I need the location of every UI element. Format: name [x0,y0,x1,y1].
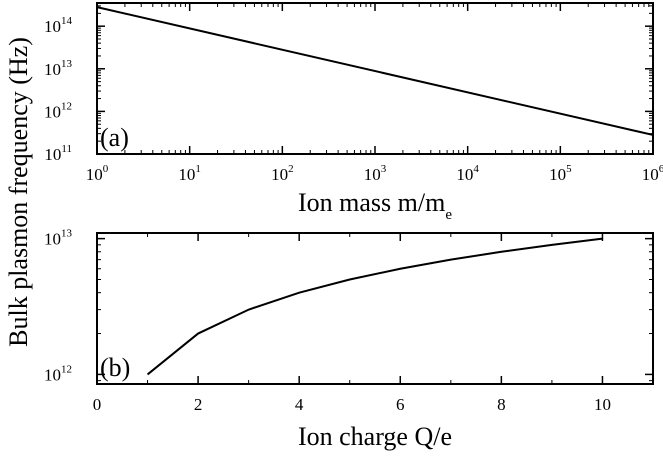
panel-b-x-tick-label: 10 [594,395,611,414]
panel-a-x-tick-label-base: 10 [642,165,659,184]
panel-b-x-tick-labels: 0 2 4 6 8 10 [93,395,611,414]
panel-b-y-tick-label-exp: 13 [61,228,73,240]
panel-a-x-tick-label-exp: 6 [659,163,663,175]
panel-a-y-tick-label-exp: 11 [61,143,72,155]
panel-a-x-tick-label: 105 [549,163,572,184]
panel-b-y-tick-label-base: 10 [44,230,61,249]
panel-a-x-tick-label-exp: 3 [381,163,387,175]
panel-a-series [96,6,654,136]
panel-a-x-tick-label-base: 10 [178,165,195,184]
panel-b-x-tick-label: 0 [93,395,102,414]
panel-a-x-tick-label-base: 10 [549,165,566,184]
panel-a-y-tick-label-exp: 12 [61,100,72,112]
panel-b-y-tick-label-base: 10 [44,365,61,384]
panel-a-y-tick-label-base: 10 [44,102,61,121]
panel-a-x-tick-label: 104 [456,163,479,184]
panel-b-x-tick-label: 4 [295,395,304,414]
panel-b-x-tick-label: 2 [194,395,203,414]
panel-b-x-tick-label: 6 [396,395,405,414]
panel-a-y-tick-label: 1014 [44,15,73,36]
panel-b-x-tick-label: 8 [497,395,506,414]
panel-a-y-tick-label: 1012 [44,100,72,121]
panel-a-x-axis-title-sub: e [445,207,452,223]
panel-a-y-tick-label-base: 10 [44,17,61,36]
panel-a-x-tick-label: 100 [86,163,109,184]
panel-a-x-tick-label-base: 10 [364,165,381,184]
panel-a-x-tick-label-exp: 2 [288,163,294,175]
panel-b-series-line [146,237,603,376]
panel-a-x-tick-label-base: 10 [86,165,103,184]
panel-a-x-tick-label-exp: 0 [103,163,109,175]
panel-a-y-tick-label: 1011 [44,143,72,164]
panel-a-x-axis-title-main: Ion mass m/m [298,188,445,217]
panel-a-y-tick-label-base: 10 [44,145,61,164]
panel-a-x-axis-title: Ion mass m/me [298,188,452,223]
panel-a-x-tick-label: 101 [178,163,201,184]
panel-a-x-tick-label-base: 10 [456,165,473,184]
panel-b-y-tick-label: 1013 [44,228,73,249]
panel-b-frame [96,232,654,385]
panel-a-y-tick-label: 1013 [44,58,73,79]
panel-b-series [146,237,603,376]
panel-a-label: (a) [100,123,129,152]
panel-a-x-tick-label-exp: 5 [566,163,572,175]
y-axis-label: Bulk plasmon frequency (Hz) [4,37,33,347]
panel-b-x-axis-title: Ion charge Q/e [298,422,452,451]
panel-a-y-tick-label-base: 10 [44,60,61,79]
panel-a-series-line [96,6,654,136]
panel-a-x-tick-label-exp: 1 [195,163,201,175]
panel-b-ticks [96,233,653,384]
panel-a-x-tick-label: 102 [271,163,294,184]
panel-b-y-tick-label-exp: 12 [61,363,72,375]
panel-a-y-tick-label-exp: 13 [61,58,73,70]
panel-a-x-tick-label: 106 [642,163,663,184]
panel-a-x-tick-label: 103 [364,163,387,184]
panel-b-label: (b) [100,353,130,382]
panel-a-y-tick-label-exp: 14 [61,15,73,27]
panel-a-x-tick-labels: 100 101 102 103 104 105 106 [86,163,663,184]
panel-b-y-tick-label: 1012 [44,363,72,384]
panel-a-x-tick-label-base: 10 [271,165,288,184]
panel-a-x-tick-label-exp: 4 [473,163,479,175]
